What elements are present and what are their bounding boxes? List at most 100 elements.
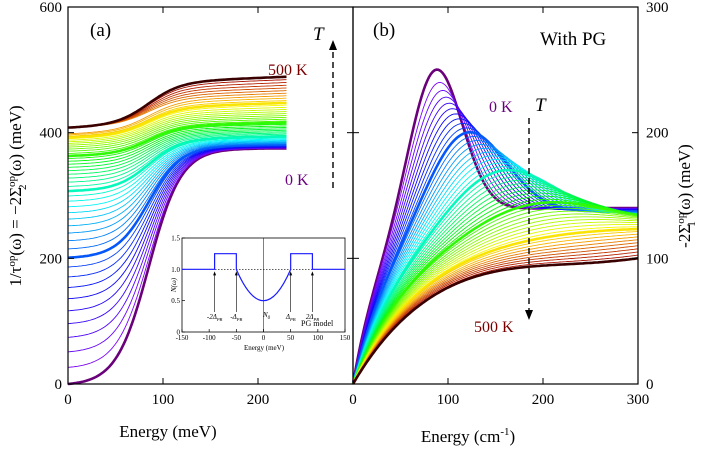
x-tick-label: 200 — [532, 392, 555, 408]
inset-x-tick-label: 50 — [287, 334, 295, 342]
panel-a-curve — [67, 75, 287, 129]
panel-a-curve — [67, 131, 287, 175]
panel-a-label-500k: 500 K — [268, 62, 308, 79]
panel-a-curve — [67, 118, 287, 152]
x-tick-label: 0 — [64, 392, 72, 408]
panel-b-ylabel-sub: 1 — [686, 221, 698, 227]
panel-b-curve — [352, 224, 638, 385]
panel-a-curve — [68, 126, 287, 165]
y-tick-label: 200 — [40, 251, 63, 267]
inset-x-tick-label: 0 — [262, 334, 266, 342]
panel-a-curve — [67, 101, 287, 139]
panel-b-curve — [352, 189, 639, 385]
panel-b-curve — [352, 204, 639, 385]
panel-a-letter: (a) — [90, 20, 111, 41]
panel-b-curve — [352, 251, 639, 385]
panel-a-arrow-head — [329, 40, 337, 50]
y-tick-label: 0 — [55, 377, 63, 393]
panel-b-xlabel: Energy (cm-1) — [421, 426, 515, 446]
panel-a-curve — [67, 97, 287, 136]
panel-a-curve — [68, 121, 287, 158]
panel-b-curve — [352, 216, 639, 385]
panel-a-curve — [67, 143, 287, 242]
panel-a-curve — [67, 140, 287, 214]
panel-b-curve — [352, 213, 639, 385]
panel-a-curve — [67, 143, 287, 259]
panel-b-curve — [352, 219, 639, 385]
inset-y-tick-label: 1.5 — [171, 235, 180, 243]
inset-marker-arrowhead — [213, 271, 217, 276]
panel-a-curve — [67, 123, 287, 159]
panel-a-curve — [67, 116, 287, 150]
inset-n0-sub: 0 — [268, 316, 271, 321]
panel-b-curve — [351, 257, 639, 385]
panel-b-curve — [352, 221, 639, 385]
inset-y-tick-label: 1.0 — [171, 266, 180, 274]
inset-legend: PG model — [301, 319, 334, 328]
panel-b-curve — [352, 248, 639, 385]
panel-a-curve — [67, 129, 287, 172]
panel-a-ylabel-sup2: op — [6, 175, 18, 187]
panel-b-curves — [351, 68, 639, 385]
panel-a-curve — [67, 128, 287, 168]
inset-x-tick-label: 150 — [340, 334, 351, 342]
panel-b-frame — [352, 6, 639, 385]
x-tick-label: 300 — [627, 392, 650, 408]
panel-a-ylabel-sup: op — [6, 255, 18, 267]
panel-a-curve — [67, 135, 287, 193]
inset-y-tick-label: 0.5 — [171, 297, 180, 305]
panel-b-title: With PG — [540, 29, 607, 50]
panel-a-curve — [67, 139, 287, 208]
y-tick-label: 200 — [646, 126, 669, 142]
y-tick-label: 600 — [40, 0, 63, 16]
panel-b-curve — [352, 239, 639, 385]
panel-a-curve — [67, 100, 287, 137]
panel-b-xlabel-main: Energy (cm — [421, 427, 500, 446]
panel-a-curve — [67, 140, 287, 220]
panel-a-curve — [67, 113, 287, 146]
panel-a-curves — [67, 75, 287, 386]
panel-a-curve — [67, 138, 287, 202]
inset-marker-label: -ΔPB — [230, 313, 242, 322]
inset-marker-arrowhead — [234, 271, 238, 276]
y-tick-label: 400 — [40, 126, 63, 142]
inset-x-tick-label: -150 — [176, 334, 189, 342]
panel-a-curve — [67, 145, 287, 288]
x-tick-label: 100 — [152, 392, 175, 408]
panel-b-curve — [352, 147, 638, 385]
inset-dos-curve — [182, 253, 345, 302]
panel-a-curve — [67, 95, 287, 135]
inset-y-tick-label: 0 — [177, 329, 181, 337]
inset-n0-main: N — [262, 311, 268, 319]
panel-b-curve — [352, 136, 638, 385]
panel-a-curve — [67, 143, 287, 250]
panel-a-curve — [67, 120, 287, 154]
inset-n0-label: N0 — [262, 311, 271, 321]
panel-b-ylabel: -2Σop1 (ω) (meV) — [675, 144, 698, 248]
y-tick-label: 0 — [646, 377, 654, 393]
panel-a-curve — [67, 106, 287, 141]
panel-a-curve — [68, 133, 287, 183]
x-tick-label: 100 — [437, 392, 460, 408]
panel-a-curve — [68, 142, 287, 234]
inset-x-tick-label: -100 — [203, 334, 216, 342]
inset-x-tick-label: -50 — [232, 334, 242, 342]
panel-a-curve — [67, 132, 287, 179]
panel-b-ylabel-part1: -2Σ — [675, 224, 694, 248]
panel-a-ticks: 0 100 200 0 200 400 600 — [40, 0, 353, 408]
panel-a-curve — [68, 134, 287, 187]
panel-a-ylabel: 1/τop(ω) = −2Σop2(ω) (meV) — [6, 105, 29, 286]
panel-b-curve — [352, 144, 638, 385]
panel-a-curve — [67, 141, 287, 227]
panel-b-curve — [352, 207, 639, 385]
panel-b-xlabel-end: ) — [509, 427, 515, 446]
inset-curve — [182, 253, 345, 302]
panel-b-curve — [352, 173, 639, 385]
panel-a-arrow-label: T — [313, 24, 325, 45]
panel-b-curve — [352, 245, 639, 385]
panel-b-curve — [351, 227, 639, 385]
panel-b-curve — [352, 233, 639, 385]
panel-a-ylabel-part2: (ω) = −2Σ — [6, 187, 25, 256]
